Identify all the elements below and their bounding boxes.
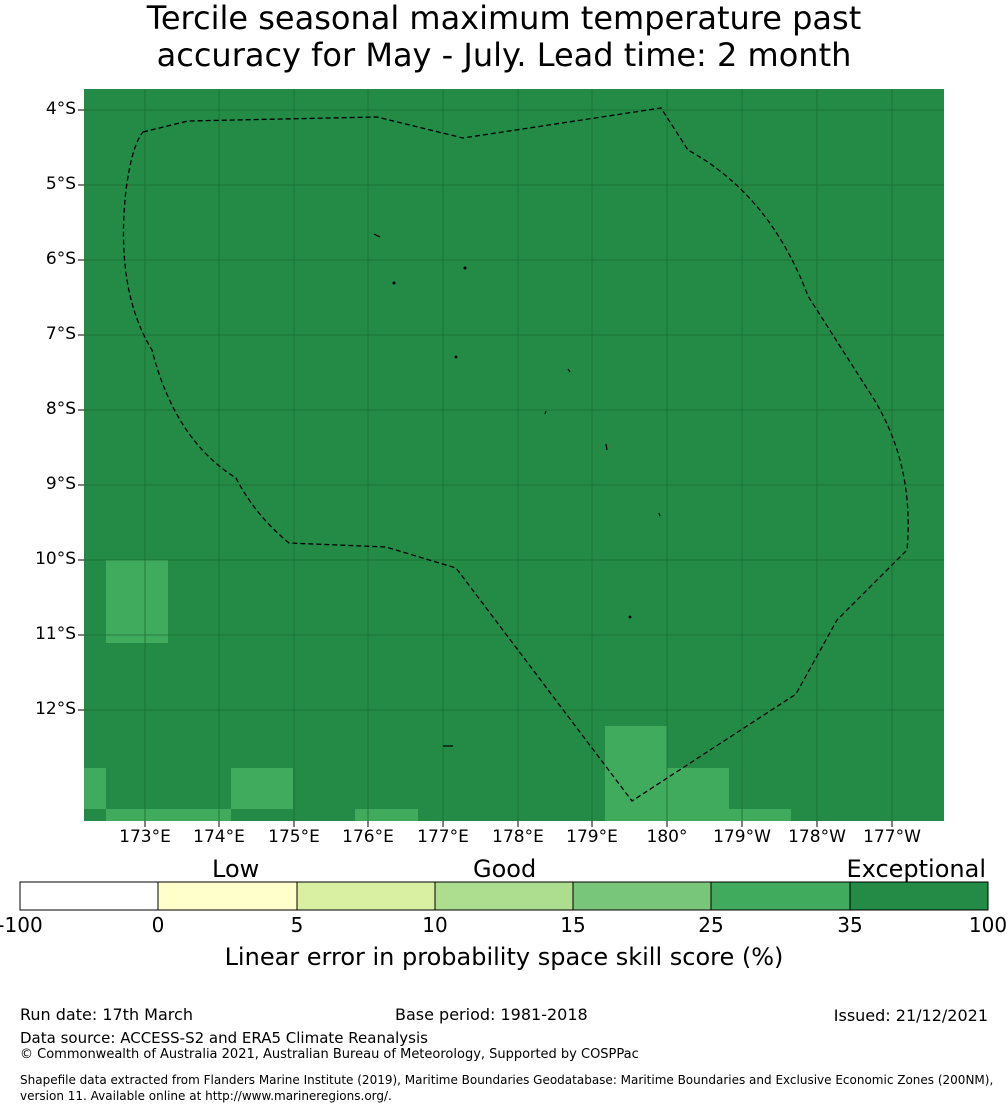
lon-label: 176°E <box>342 827 394 847</box>
island <box>628 615 632 619</box>
colorbar-segment <box>435 882 573 910</box>
lat-label: 11°S <box>35 624 76 644</box>
colorbar <box>19 881 989 911</box>
lon-label: 173°E <box>119 827 171 847</box>
island <box>454 355 458 359</box>
colorbar-segment <box>573 882 711 910</box>
copyright: © Commonwealth of Australia 2021, Austra… <box>20 1047 639 1062</box>
island <box>373 233 381 238</box>
lat-label: 8°S <box>45 399 76 419</box>
run-date: Run date: 17th March <box>20 1005 193 1024</box>
colorbar-category-good: Good <box>473 855 537 883</box>
lat-label: 9°S <box>45 474 76 494</box>
lon-label: 177°W <box>863 827 921 847</box>
map-area <box>84 89 944 821</box>
colorbar-tick: 10 <box>422 913 448 937</box>
island <box>658 512 661 517</box>
lon-label: 179°E <box>566 827 618 847</box>
colorbar-segment <box>297 882 435 910</box>
colorbar-tick: 15 <box>560 913 586 937</box>
colorbar-segment <box>850 882 988 910</box>
lon-label: 180° <box>646 827 688 847</box>
lon-label: 174°E <box>193 827 245 847</box>
lon-label: 178°E <box>492 827 544 847</box>
shapefile-credit-line-2: version 11. Available online at http://w… <box>20 1089 392 1103</box>
map-title: Tercile seasonal maximum temperature pas… <box>0 0 1008 74</box>
colorbar-segment <box>158 882 297 910</box>
title-line-1: Tercile seasonal maximum temperature pas… <box>146 0 862 37</box>
islands <box>373 233 661 747</box>
map-ticks <box>78 109 893 827</box>
colorbar-tick: 0 <box>151 913 165 937</box>
island <box>544 410 547 415</box>
colorbar-frame <box>19 881 989 911</box>
island <box>392 281 396 285</box>
colorbar-tick: 25 <box>698 913 724 937</box>
shapefile-credit-line-1: Shapefile data extracted from Flanders M… <box>20 1073 994 1087</box>
colorbar-tick: 35 <box>837 913 863 937</box>
base-period: Base period: 1981-2018 <box>395 1005 588 1024</box>
colorbar-category-low: Low <box>212 855 260 883</box>
grid-cell <box>605 726 667 821</box>
map-gridlines <box>84 89 944 821</box>
grid-cell <box>355 809 418 821</box>
lat-label: 5°S <box>45 174 76 194</box>
shapefile-credit: Shapefile data extracted from Flanders M… <box>20 1072 1005 1104</box>
lat-label: 6°S <box>45 249 76 269</box>
grid-cell <box>231 768 293 809</box>
grid-cell <box>106 560 168 643</box>
island <box>605 443 608 451</box>
data-source: Data source: ACCESS-S2 and ERA5 Climate … <box>20 1029 428 1047</box>
grid-cell <box>84 768 106 809</box>
lon-label: 177°E <box>417 827 469 847</box>
lat-label: 4°S <box>45 99 76 119</box>
colorbar-tick: 5 <box>290 913 304 937</box>
lat-label: 10°S <box>35 549 76 569</box>
colorbar-label: Linear error in probability space skill … <box>224 943 784 971</box>
title-line-2: accuracy for May - July. Lead time: 2 mo… <box>156 36 852 74</box>
grid-cell <box>729 809 791 821</box>
colorbar-segment <box>20 882 158 910</box>
lat-label: 7°S <box>45 324 76 344</box>
colorbar-tick: -100 <box>0 913 43 937</box>
grid-cell <box>667 768 729 821</box>
issued-date: Issued: 21/12/2021 <box>833 1006 988 1025</box>
island <box>567 368 571 373</box>
grid-cell <box>106 809 231 821</box>
colorbar-category-exceptional: Exceptional <box>846 855 987 883</box>
higher-skill-cells <box>84 560 791 821</box>
lat-label: 12°S <box>35 699 76 719</box>
colorbar-segment <box>711 882 850 910</box>
lon-label: 179°W <box>713 827 771 847</box>
colorbar-tick: 100 <box>968 913 1008 937</box>
lon-label: 175°E <box>268 827 320 847</box>
lon-label: 178°W <box>788 827 846 847</box>
island <box>463 266 467 270</box>
